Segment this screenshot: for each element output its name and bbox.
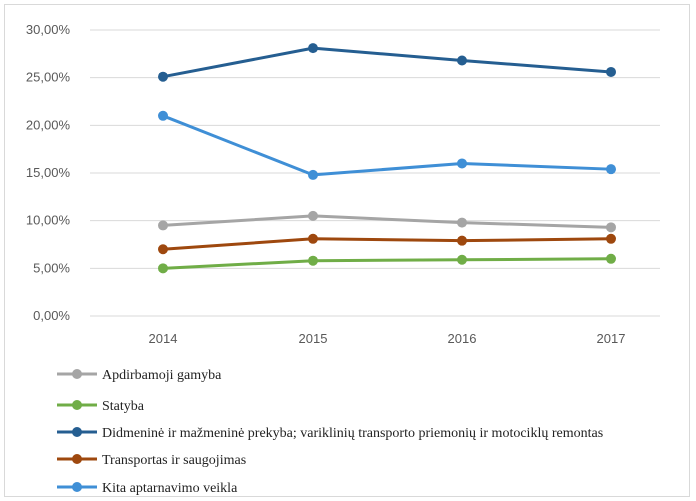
chart-frame bbox=[4, 4, 690, 497]
data-point bbox=[457, 55, 467, 66]
legend-label: Statyba bbox=[102, 399, 145, 414]
legend-marker bbox=[72, 482, 82, 492]
series-line bbox=[162, 214, 612, 229]
y-tick-label: 20,00% bbox=[26, 117, 71, 132]
data-point bbox=[457, 254, 467, 265]
legend-marker bbox=[72, 369, 82, 379]
legend-label: Didmeninė ir mažmeninė prekyba; variklin… bbox=[102, 426, 603, 441]
legend: Apdirbamoji gamyba Statyba Didmeninė ir ma… bbox=[57, 368, 603, 496]
series-line bbox=[162, 257, 612, 270]
legend-marker bbox=[72, 427, 82, 437]
data-point bbox=[606, 233, 616, 244]
y-tick-label: 0,00% bbox=[33, 308, 70, 323]
legend-label: Apdirbamoji gamyba bbox=[102, 368, 222, 383]
x-tick-label: 2014 bbox=[149, 331, 178, 346]
series-line bbox=[162, 114, 612, 177]
data-point bbox=[158, 71, 168, 82]
data-point bbox=[308, 169, 318, 180]
y-tick-label: 30,00% bbox=[26, 22, 71, 37]
x-tick-label: 2015 bbox=[299, 331, 328, 346]
y-tick-label: 25,00% bbox=[26, 70, 71, 85]
legend-entry: Apdirbamoji gamyba bbox=[57, 368, 222, 383]
legend-entry: Didmeninė ir mažmeninė prekyba; variklin… bbox=[57, 426, 603, 441]
legend-entry: Transportas ir saugojimas bbox=[57, 453, 246, 468]
data-point bbox=[308, 233, 318, 244]
legend-marker bbox=[72, 454, 82, 464]
data-point bbox=[308, 255, 318, 266]
x-tick-label: 2016 bbox=[448, 331, 477, 346]
data-point bbox=[457, 158, 467, 169]
legend-marker bbox=[72, 400, 82, 410]
data-point bbox=[606, 164, 616, 175]
data-point bbox=[606, 222, 616, 233]
data-point bbox=[158, 244, 168, 255]
legend-entry: Statyba bbox=[57, 399, 145, 414]
series-line bbox=[162, 46, 612, 79]
series-0 bbox=[158, 210, 616, 233]
data-point bbox=[158, 263, 168, 274]
data-point bbox=[158, 220, 168, 231]
y-tick-label: 5,00% bbox=[33, 260, 70, 275]
series-4 bbox=[158, 110, 616, 180]
y-tick-label: 15,00% bbox=[26, 165, 71, 180]
legend-label: Kita aptarnavimo veikla bbox=[102, 481, 238, 496]
data-point bbox=[158, 110, 168, 121]
y-tick-label: 10,00% bbox=[26, 213, 71, 228]
series-lines bbox=[158, 43, 616, 274]
y-axis-ticks: 0,00% 5,00% 10,00% 15,00% 20,00% 25,00% 30,00% bbox=[26, 22, 71, 323]
data-point bbox=[308, 210, 318, 221]
data-point bbox=[606, 66, 616, 77]
series-1 bbox=[158, 253, 616, 274]
legend-entry: Kita aptarnavimo veikla bbox=[57, 481, 238, 496]
data-point bbox=[457, 235, 467, 246]
x-axis-ticks: 2014 2015 2016 2017 bbox=[149, 331, 626, 346]
data-point bbox=[308, 43, 318, 54]
data-point bbox=[606, 253, 616, 264]
series-2 bbox=[158, 43, 616, 82]
legend-label: Transportas ir saugojimas bbox=[102, 453, 246, 468]
series-line bbox=[162, 237, 612, 251]
series-3 bbox=[158, 233, 616, 255]
data-point bbox=[457, 217, 467, 228]
x-tick-label: 2017 bbox=[597, 331, 626, 346]
